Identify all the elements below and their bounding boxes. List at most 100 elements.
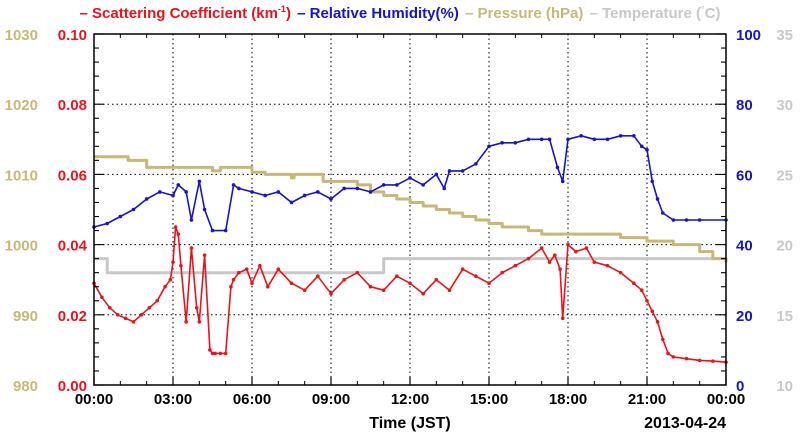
scattering-point	[408, 281, 412, 286]
scattering-axis-label: 0.10	[58, 27, 87, 44]
scattering-point	[711, 359, 715, 363]
humidity-point	[408, 176, 412, 180]
scattering-point	[210, 351, 215, 356]
scattering-point	[447, 288, 452, 293]
humidity-point	[355, 186, 360, 191]
humidity-point	[618, 133, 623, 138]
temperature-axis-label: 10	[776, 378, 793, 395]
humidity-point	[118, 214, 123, 219]
pressure-axis-label: 990	[13, 308, 38, 325]
scattering-point	[173, 225, 178, 229]
legend-item-pressure: – Pressure (hPa)	[465, 5, 583, 22]
legend-superscript: -1	[277, 4, 286, 14]
humidity-point	[605, 137, 610, 142]
humidity-point	[381, 183, 386, 187]
scattering-point	[500, 270, 504, 275]
scattering-point	[661, 337, 665, 342]
legend-label: Pressure (hPa)	[477, 5, 584, 22]
scattering-point	[395, 274, 399, 278]
temperature-line	[94, 257, 726, 275]
scattering-point	[487, 281, 491, 286]
humidity-point	[302, 193, 307, 198]
scattering-point	[421, 291, 425, 296]
humidity-point	[655, 197, 660, 201]
scattering-point	[155, 298, 159, 303]
humidity-point	[223, 228, 228, 233]
legend-label-tail: C)	[704, 5, 721, 22]
scattering-point	[368, 284, 373, 289]
scattering-point	[194, 305, 199, 310]
scattering-point	[592, 260, 597, 264]
legend-label-tail: )	[285, 5, 291, 22]
humidity-point	[202, 207, 207, 212]
humidity-line	[93, 135, 726, 232]
humidity-point	[237, 186, 241, 191]
humidity-point	[442, 186, 447, 191]
legend-item-temperature: – Temperature (°C)	[590, 4, 721, 22]
scattering-point	[244, 267, 249, 271]
humidity-axis-label: 100	[736, 27, 761, 44]
scattering-point	[223, 351, 228, 356]
scattering-point	[229, 284, 233, 289]
humidity-point	[276, 190, 281, 194]
scattering-point	[584, 246, 589, 250]
legend-swatch: –	[79, 5, 93, 22]
pressure-axis-label: 1020	[5, 97, 38, 114]
pressure-axis-label: 1010	[5, 167, 38, 184]
humidity-point	[526, 137, 531, 142]
humidity-axis-label: 60	[736, 167, 753, 184]
scattering-point	[355, 270, 360, 275]
humidity-point	[539, 137, 544, 142]
scattering-axis-label: 0.08	[58, 97, 87, 114]
scattering-point	[639, 288, 644, 293]
grid-lines	[94, 34, 726, 385]
scattering-axis-label: 0.00	[58, 378, 87, 395]
series-layer	[92, 133, 728, 364]
humidity-point	[342, 186, 346, 191]
scattering-point	[526, 256, 531, 261]
x-tick-label: 00:00	[75, 391, 113, 408]
scattering-point	[176, 232, 181, 236]
x-tick-label: 00:00	[707, 391, 745, 408]
legend-label: Relative Humidity(%)	[309, 5, 459, 22]
humidity-point	[189, 218, 194, 222]
humidity-point	[171, 193, 175, 198]
humidity-point	[547, 137, 552, 142]
scattering-point	[574, 249, 578, 254]
humidity-point	[289, 200, 294, 205]
scattering-point	[474, 274, 478, 278]
scattering-point	[618, 270, 623, 275]
tick-marks	[93, 33, 727, 386]
humidity-point	[197, 179, 202, 184]
pressure-axis-label: 980	[13, 378, 38, 395]
scattering-point	[553, 253, 557, 257]
scattering-point	[434, 277, 439, 282]
temperature-axis-label: 35	[776, 27, 793, 44]
scattering-point	[139, 313, 144, 317]
scattering-point	[258, 263, 262, 268]
scattering-point	[547, 260, 552, 264]
humidity-point	[447, 169, 452, 173]
scattering-point	[266, 284, 270, 289]
scattering-point	[147, 305, 152, 310]
scattering-point	[655, 320, 660, 324]
scattering-point	[342, 277, 346, 282]
humidity-point	[632, 133, 636, 138]
humidity-point	[176, 183, 181, 187]
x-tick-label: 12:00	[391, 391, 429, 408]
scattering-point	[131, 320, 136, 324]
scattering-point	[632, 281, 636, 286]
humidity-point	[210, 228, 215, 233]
humidity-point	[645, 148, 649, 152]
legend-swatch: –	[297, 5, 310, 22]
x-tick-label: 21:00	[628, 391, 666, 408]
scattering-point	[558, 267, 562, 271]
scattering-point	[218, 351, 223, 356]
scattering-point	[208, 348, 212, 352]
humidity-point	[592, 137, 597, 142]
humidity-point	[421, 183, 425, 187]
pressure-axis-label: 1000	[5, 238, 38, 255]
humidity-axis-label: 0	[736, 378, 744, 395]
humidity-point	[131, 207, 136, 212]
axis-tick-labels: 00:00 03:00 06:00 09:00 12:00 15:00 18:00 21:00…	[5, 27, 793, 408]
